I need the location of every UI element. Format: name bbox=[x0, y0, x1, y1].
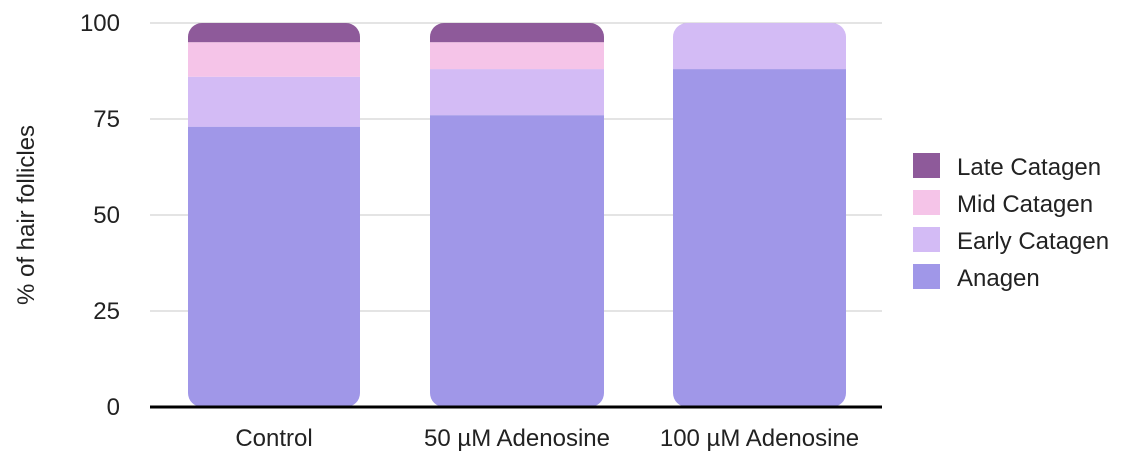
x-tick-label: 50 µM Adenosine bbox=[424, 425, 610, 452]
y-tick-label: 75 bbox=[93, 106, 120, 133]
x-tick-label: 100 µM Adenosine bbox=[660, 425, 859, 452]
x-axis-ticks: Control 50 µM Adenosine 100 µM Adenosine bbox=[235, 425, 859, 452]
y-tick-label: 100 bbox=[80, 10, 120, 37]
bar-stack bbox=[673, 23, 846, 407]
bar-segment-anagen bbox=[430, 115, 604, 407]
bar-segment-late-catagen bbox=[188, 23, 360, 43]
legend-swatch bbox=[913, 153, 940, 178]
x-tick-label: Control bbox=[235, 425, 312, 452]
y-tick-label: 0 bbox=[107, 394, 120, 421]
bar-segment-anagen bbox=[188, 126, 360, 407]
legend-swatch bbox=[913, 190, 940, 215]
bar-segment-early-catagen bbox=[188, 76, 360, 127]
legend-swatch bbox=[913, 264, 940, 289]
bar-segment-anagen bbox=[673, 69, 846, 407]
bar-segment-mid-catagen bbox=[188, 42, 360, 77]
legend-label: Early Catagen bbox=[957, 228, 1109, 255]
legend-label: Late Catagen bbox=[957, 154, 1101, 181]
legend-label: Anagen bbox=[957, 265, 1040, 292]
y-axis-ticks: 0 25 50 75 100 bbox=[80, 10, 120, 421]
y-tick-label: 50 bbox=[93, 202, 120, 229]
bar-segment-late-catagen bbox=[430, 23, 604, 43]
bar-stack bbox=[188, 23, 360, 407]
bar-segment-mid-catagen bbox=[430, 42, 604, 70]
bar-stack bbox=[430, 23, 604, 407]
legend-label: Mid Catagen bbox=[957, 191, 1093, 218]
bars bbox=[188, 23, 846, 407]
y-tick-label: 25 bbox=[93, 298, 120, 325]
legend-swatch bbox=[913, 227, 940, 252]
bar-segment-early-catagen bbox=[673, 23, 846, 70]
legend: Late Catagen Mid Catagen Early Catagen Anag… bbox=[913, 153, 1109, 292]
y-axis-label: % of hair follicles bbox=[13, 125, 40, 305]
bar-segment-early-catagen bbox=[430, 69, 604, 116]
